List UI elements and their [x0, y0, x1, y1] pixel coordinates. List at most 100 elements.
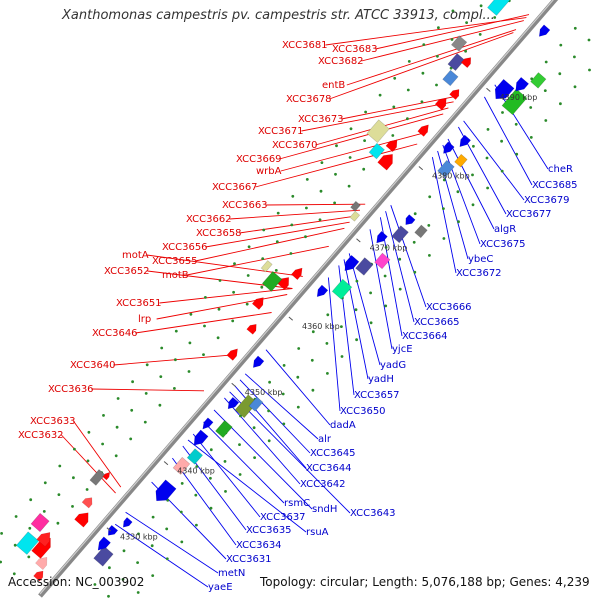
- reverse-leader-line: [369, 229, 393, 350]
- guide-dot: [217, 307, 221, 311]
- forward-gene-label: XCC3656: [162, 242, 208, 253]
- reverse-gene-label: cheR: [548, 164, 573, 175]
- guide-dot: [12, 572, 16, 576]
- guide-dot: [267, 409, 270, 413]
- guide-dot: [348, 156, 352, 159]
- guide-dot: [573, 85, 577, 89]
- forward-leader-line: [265, 203, 366, 206]
- reverse-leader-line: [239, 379, 311, 454]
- reverse-leader-line: [463, 120, 525, 201]
- guide-dot: [529, 136, 533, 139]
- guide-dot: [116, 397, 120, 400]
- forward-gene-arrow: [74, 512, 89, 528]
- forward-gene-label: XCC3669: [236, 154, 282, 165]
- guide-dot: [209, 506, 213, 510]
- guide-dot: [428, 254, 431, 257]
- guide-dot: [165, 557, 169, 561]
- reverse-leader-line: [172, 457, 237, 546]
- guide-dot: [384, 304, 388, 308]
- reverse-gene-label: XCC3677: [506, 209, 552, 220]
- gene-block: [437, 159, 455, 178]
- guide-dot: [493, 16, 497, 19]
- reverse-gene-arrow: [107, 524, 119, 536]
- guide-dot: [340, 355, 344, 358]
- guide-dot: [296, 375, 300, 379]
- guide-dot: [398, 287, 402, 291]
- reverse-gene-label: XCC3657: [354, 390, 400, 401]
- guide-dot: [559, 102, 562, 106]
- reverse-leader-line: [484, 96, 533, 186]
- forward-leader-line: [279, 113, 444, 160]
- forward-leader-line: [159, 288, 293, 304]
- guide-dot: [129, 437, 133, 441]
- guide-dot: [223, 460, 227, 463]
- guide-dot: [101, 442, 104, 446]
- forward-gene-arrow: [385, 139, 398, 153]
- forward-leader-line: [239, 215, 355, 234]
- label-leader-lines: [61, 14, 549, 588]
- guide-dot: [231, 319, 235, 323]
- guide-dot: [56, 521, 60, 525]
- forward-gene-label: entB: [322, 80, 345, 91]
- reverse-gene-arrow: [538, 24, 551, 37]
- guide-dot: [529, 106, 533, 109]
- forward-gene-label: XCC3652: [104, 266, 150, 277]
- guide-dot: [378, 93, 382, 97]
- reverse-gene-label: yaeE: [208, 582, 233, 593]
- reverse-gene-arrow: [155, 479, 177, 502]
- guide-dot: [588, 68, 591, 72]
- tick-mark: [356, 238, 361, 243]
- guide-dot: [501, 111, 504, 114]
- guide-dot: [311, 330, 315, 334]
- guide-dot: [427, 224, 431, 227]
- gene-block: [89, 469, 106, 486]
- gene-block: [355, 257, 374, 276]
- tick-marks: 4330 kbp 4340 kbp 4350 kbp 4360 kbp 4370 kbp…: [106, 87, 537, 542]
- forward-gene-label: XCC3636: [48, 384, 94, 395]
- guide-dot: [145, 363, 149, 367]
- reverse-gene-arrow: [97, 536, 111, 551]
- guide-dot: [195, 523, 198, 527]
- guide-dot: [121, 578, 125, 581]
- guide-dot: [122, 549, 126, 553]
- guide-dot: [218, 279, 222, 282]
- forward-gene-label: XCC3670: [272, 140, 318, 151]
- guide-dot: [158, 403, 162, 407]
- forward-leader-line: [325, 17, 527, 46]
- forward-leader-line: [73, 420, 122, 488]
- guide-dot: [238, 443, 241, 446]
- gene-block: [450, 35, 468, 52]
- tick-mark: [231, 382, 236, 387]
- guide-dot: [262, 228, 266, 232]
- reverse-gene-label: XCC3679: [524, 195, 570, 206]
- guide-dot: [86, 459, 90, 463]
- forward-gene-arrow: [434, 97, 447, 111]
- guide-dot: [174, 329, 178, 333]
- guide-dot: [115, 425, 119, 429]
- forward-leader-line: [205, 221, 350, 248]
- guide-dot: [319, 189, 323, 193]
- guide-dot: [398, 257, 402, 261]
- guide-dot: [311, 388, 315, 392]
- reverse-leader-line: [224, 397, 301, 485]
- gene-block: [442, 69, 459, 87]
- guide-dot: [282, 364, 286, 367]
- forward-gene-label: XCC3673: [298, 114, 344, 125]
- tick-label: 4340 kbp: [177, 466, 215, 475]
- guide-dot: [406, 88, 410, 92]
- guide-dot: [326, 313, 330, 317]
- genome-backbone: [38, 0, 559, 598]
- guide-dot: [246, 274, 250, 277]
- tick-label: 4350 kbp: [245, 388, 283, 397]
- forward-leader-line: [375, 14, 530, 50]
- guide-dot: [304, 235, 307, 239]
- guide-dot: [478, 33, 482, 36]
- reverse-leader-line: [187, 439, 307, 533]
- guide-dot: [558, 72, 562, 76]
- guide-dot: [274, 269, 278, 272]
- guide-dot: [239, 414, 242, 418]
- guide-dot: [340, 325, 343, 328]
- guide-dot: [406, 117, 409, 121]
- reverse-leader-line: [203, 421, 285, 504]
- guide-dot: [442, 207, 445, 211]
